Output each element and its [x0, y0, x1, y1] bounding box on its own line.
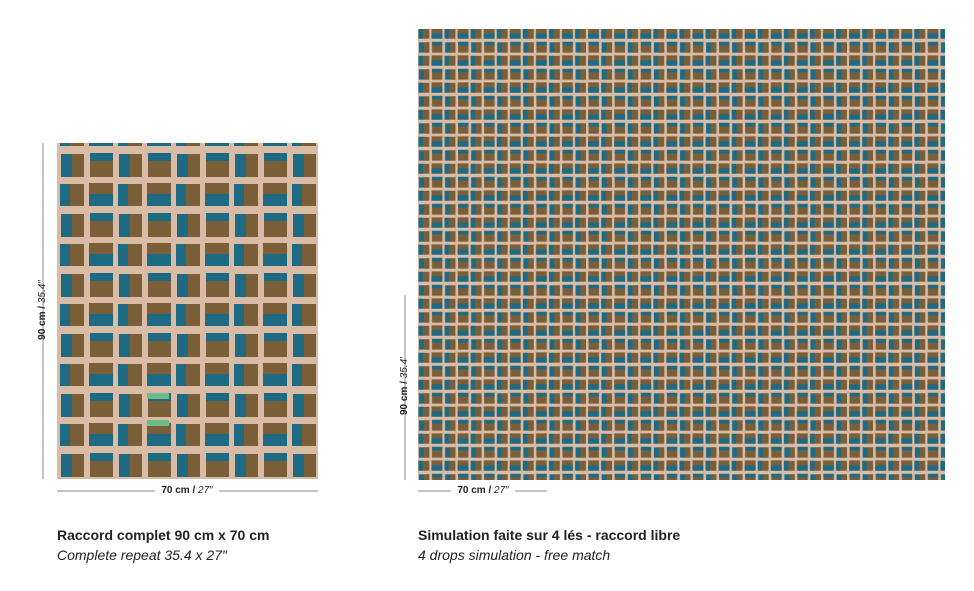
accent-tile	[147, 393, 169, 399]
caption-en: 4 drops simulation - free match	[418, 547, 610, 563]
height-imperial: 35.4″	[37, 280, 48, 303]
accent-tile	[147, 420, 169, 426]
width-label: 70 cm / 27″	[161, 485, 213, 496]
width-imperial: 27″	[493, 485, 509, 496]
height-imperial: 35.4′	[399, 356, 410, 378]
label-bg	[155, 483, 219, 497]
width-metric: 70 cm /	[161, 485, 195, 496]
height-label: 90 cm / 35.4′	[399, 356, 410, 415]
height-label: 90 cm / 35.4″	[37, 280, 48, 340]
caption-en: Complete repeat 35.4 x 27″	[57, 547, 228, 563]
width-imperial: 27″	[197, 485, 213, 496]
height-metric: 90 cm /	[399, 381, 410, 415]
label-bg	[451, 483, 515, 497]
repeat-swatch	[57, 143, 318, 479]
height-metric: 90 cm /	[37, 306, 48, 340]
width-label: 70 cm / 27″	[457, 485, 509, 496]
width-metric: 70 cm /	[457, 485, 491, 496]
caption: Raccord complet 90 cm x 70 cm	[57, 527, 269, 543]
simulation-swatch	[418, 29, 945, 480]
caption: Simulation faite sur 4 lés - raccord lib…	[418, 527, 680, 543]
